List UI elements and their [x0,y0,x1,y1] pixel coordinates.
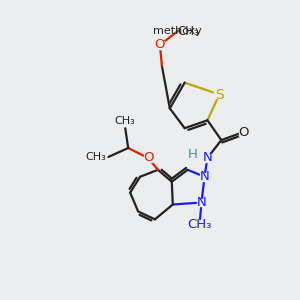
Text: H: H [188,148,197,161]
Text: CH₃: CH₃ [187,218,212,231]
Bar [214,91,224,98]
Bar [189,152,196,158]
Text: S: S [215,88,224,101]
Text: N: N [200,170,209,183]
Text: methoxy: methoxy [153,26,202,36]
Text: N: N [196,196,206,209]
Bar [200,173,209,181]
Text: N: N [202,152,212,164]
Text: CH₃: CH₃ [86,152,106,162]
Bar [193,220,206,228]
Text: O: O [238,126,248,139]
Text: O: O [155,38,165,52]
Text: O: O [143,152,153,164]
Bar [239,128,248,136]
Text: CH₃: CH₃ [178,25,200,38]
Bar [155,41,164,49]
Bar [197,199,206,206]
Bar [144,154,152,162]
Text: CH₃: CH₃ [115,116,136,126]
Bar [203,154,212,162]
